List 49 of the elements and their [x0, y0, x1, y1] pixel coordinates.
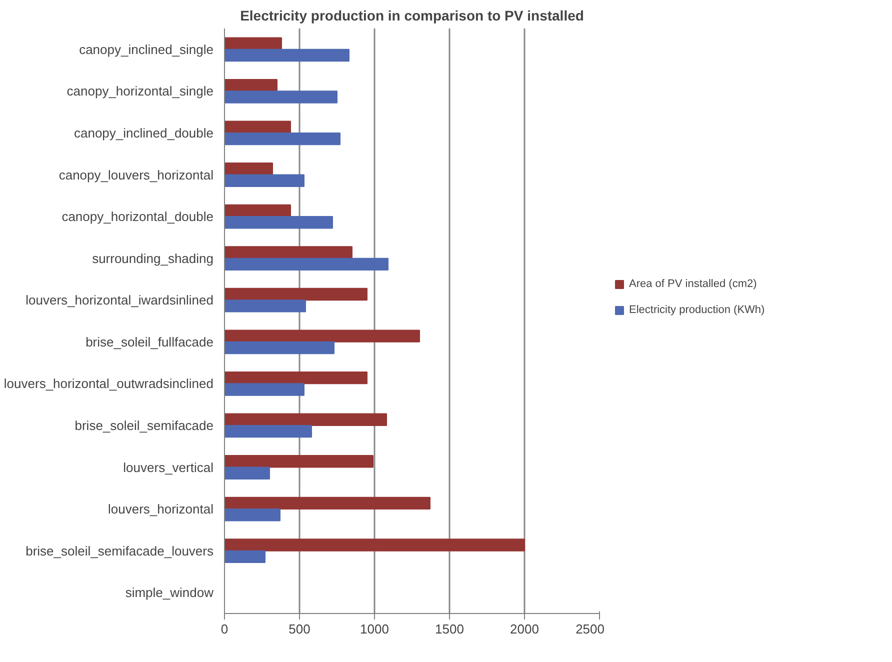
bar [224, 90, 338, 104]
y-tick-label: surrounding_shading [92, 250, 214, 266]
y-tick-label: simple_window [125, 585, 214, 600]
bar [224, 162, 273, 176]
bar [224, 174, 304, 187]
bar [224, 246, 352, 259]
bar [224, 538, 525, 552]
bar [224, 341, 334, 354]
bar [224, 550, 266, 564]
bar [224, 120, 291, 134]
x-tick-label: 2500 [576, 622, 604, 636]
bar [224, 466, 270, 480]
bar [224, 413, 387, 426]
bar [224, 496, 430, 510]
bar [224, 508, 280, 522]
y-tick-label: canopy_inclined_double [74, 125, 214, 140]
y-tick-label: louvers_horizontal [108, 502, 214, 517]
legend-label: Electricity production (KWh) [629, 304, 765, 316]
bar [224, 78, 278, 92]
x-tick-label: 500 [288, 622, 310, 636]
y-tick-label: canopy_horizontal_single [66, 84, 214, 99]
y-tick-label: canopy_horizontal_double [62, 209, 214, 224]
bar [224, 330, 420, 342]
y-tick-label: brise_soleil_semifacade [74, 418, 214, 433]
legend-label: Area of PV installed (cm2) [629, 278, 757, 290]
bar [224, 424, 312, 438]
bar [224, 288, 368, 301]
y-tick-label: canopy_louvers_horizontal [58, 167, 214, 182]
bar [224, 371, 368, 384]
bar [224, 132, 340, 146]
y-tick-label: brise_soleil_semifacade_louvers [26, 543, 214, 558]
bar [224, 300, 306, 312]
y-tick-label: louvers_horizontal_iwardsinlined [26, 292, 214, 308]
bar [224, 204, 291, 218]
bar [224, 216, 333, 229]
x-tick-label: 2000 [510, 622, 539, 636]
chart-title: Electricity production in comparison to PV installed [240, 8, 584, 24]
bar [224, 383, 304, 396]
y-tick-label: louvers_horizontal_outwradsinclined [4, 376, 214, 392]
y-tick-label: brise_soleil_fullfacade [86, 334, 214, 350]
bar [224, 258, 388, 271]
x-tick-label: 0 [220, 622, 228, 636]
bar [224, 37, 282, 50]
x-tick-label: 1500 [435, 622, 464, 636]
y-tick-label: louvers_vertical [123, 460, 214, 475]
x-tick-label: 1000 [360, 622, 389, 636]
bar [224, 455, 374, 468]
bar [224, 48, 350, 62]
y-tick-label: canopy_inclined_single [79, 42, 214, 57]
